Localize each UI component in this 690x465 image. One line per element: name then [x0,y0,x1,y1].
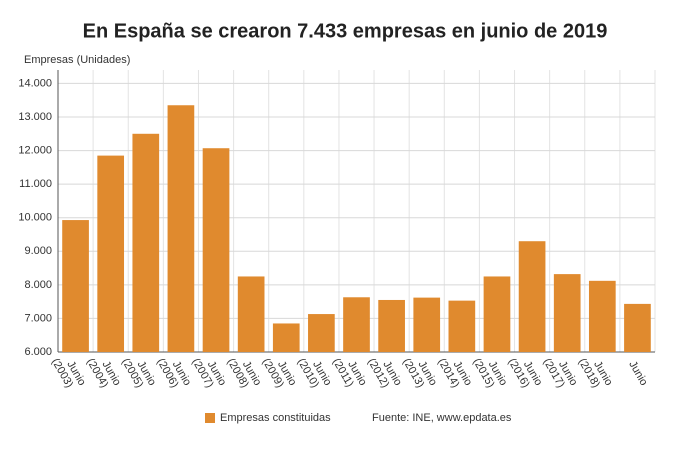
x-tick-label: Junio(2012) [365,350,404,393]
bar [132,133,160,352]
y-tick-label: 8.000 [24,279,52,291]
bar [237,276,265,352]
x-tick-label: Junio(2008) [225,350,264,393]
y-tick-label: 13.000 [18,111,52,123]
x-tick-label: Junio(2005) [119,350,158,393]
x-tick-label: Junio(2006) [154,350,193,393]
x-tick-label: Junio(2007) [190,350,229,393]
x-tick-label: Junio(2013) [400,350,439,393]
bar [97,155,125,352]
y-tick-label: 9.000 [24,245,52,257]
x-tick-label: Junio [626,359,650,388]
x-tick-label: Junio(2015) [470,350,509,393]
x-tick-label: Junio(2004) [84,350,123,393]
y-tick-label: 7.000 [24,312,52,324]
bar [448,300,476,352]
bar [202,148,230,352]
y-tick-label: 10.000 [18,212,52,224]
x-tick-label: Junio(2010) [295,350,334,393]
y-tick-label: 12.000 [18,144,52,156]
bar [518,241,546,352]
bar [308,314,335,352]
x-tick-label: Junio(2017) [541,350,580,393]
x-tick-label: Junio(2011) [330,350,369,393]
bar [343,297,370,352]
x-tick-label: Junio(2014) [435,350,474,393]
source: Fuente: INE, www.epdata.es [372,412,512,424]
bar [588,280,616,352]
bar [413,297,441,352]
y-tick-label: 6.000 [24,346,52,358]
bar [553,274,581,352]
y-tick-label: 11.000 [19,178,52,190]
x-tick-label: Junio(2018) [576,350,615,393]
chart-title: En España se crearon 7.433 empresas en j… [83,20,608,42]
x-tick-label: Junio(2016) [506,350,545,393]
bar [378,299,405,352]
bar [483,276,511,352]
x-tick-label: Junio(2009) [260,350,299,393]
bar [62,220,89,352]
bar [167,105,195,352]
x-tick-label: Junio(2003) [49,350,88,393]
legend-swatch [205,413,215,423]
bar [624,303,651,352]
bar [272,323,300,352]
y-tick-label: 14.000 [18,77,52,89]
y-axis-label: Empresas (Unidades) [24,54,130,66]
legend-label: Empresas constituidas [220,412,331,424]
